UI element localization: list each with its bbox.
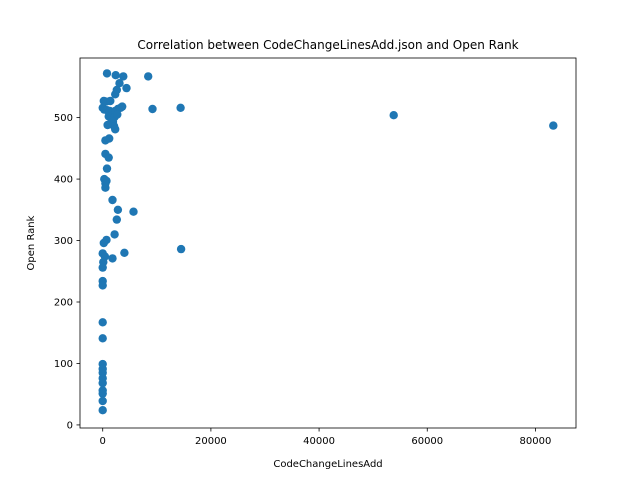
data-point-40 bbox=[101, 183, 110, 192]
data-point-28 bbox=[103, 120, 112, 130]
data-point-47 bbox=[99, 238, 109, 248]
data-point-2 bbox=[119, 72, 128, 81]
data-point-45 bbox=[110, 230, 119, 239]
data-point-67 bbox=[98, 406, 107, 415]
data-point-4 bbox=[115, 79, 124, 88]
data-point-25 bbox=[113, 110, 122, 119]
data-point-66 bbox=[98, 396, 107, 406]
data-point-19 bbox=[118, 102, 127, 111]
data-point-21 bbox=[176, 103, 185, 113]
data-point-0 bbox=[102, 69, 112, 78]
data-point-10 bbox=[106, 96, 115, 106]
plot-area-frame bbox=[79, 57, 577, 429]
x-tick-label-0: 0 bbox=[100, 436, 106, 447]
data-point-7 bbox=[111, 90, 120, 99]
data-point-63 bbox=[98, 378, 107, 388]
data-point-42 bbox=[113, 205, 123, 214]
y-axis-label: Open Rank bbox=[26, 215, 37, 270]
data-point-57 bbox=[98, 318, 107, 327]
y-tick-label-1: 100 bbox=[54, 359, 73, 370]
x-tick-label-4: 80000 bbox=[520, 436, 552, 447]
data-point-1 bbox=[111, 71, 120, 80]
data-point-48 bbox=[176, 244, 186, 254]
data-point-31 bbox=[549, 121, 558, 130]
data-point-41 bbox=[108, 195, 117, 205]
data-point-58 bbox=[98, 334, 107, 343]
y-axis: 0 100 200 300 400 500 bbox=[54, 113, 80, 431]
data-point-3 bbox=[144, 72, 153, 81]
y-tick-label-0: 0 bbox=[67, 420, 73, 431]
x-axis: 0 20000 40000 60000 80000 bbox=[100, 428, 552, 447]
data-point-44 bbox=[112, 215, 122, 224]
data-point-54 bbox=[98, 263, 107, 272]
x-tick-label-3: 60000 bbox=[411, 436, 443, 447]
data-point-65 bbox=[98, 389, 107, 398]
data-point-35 bbox=[104, 153, 113, 162]
x-tick-label-1: 20000 bbox=[195, 436, 227, 447]
data-point-56 bbox=[98, 281, 107, 290]
data-point-36 bbox=[102, 164, 112, 173]
points-layer bbox=[98, 69, 558, 415]
data-point-52 bbox=[108, 254, 117, 263]
data-point-20 bbox=[148, 104, 157, 114]
data-point-5 bbox=[122, 83, 131, 93]
data-point-43 bbox=[129, 207, 138, 216]
y-tick-label-4: 400 bbox=[54, 175, 73, 186]
x-axis-label: CodeChangeLinesAdd bbox=[273, 459, 382, 470]
data-point-33 bbox=[101, 136, 110, 145]
data-point-29 bbox=[111, 125, 120, 134]
y-tick-label-2: 200 bbox=[54, 298, 73, 309]
data-point-30 bbox=[389, 111, 398, 120]
x-tick-label-2: 40000 bbox=[303, 436, 335, 447]
y-tick-label-3: 300 bbox=[54, 236, 73, 247]
y-tick-label-5: 500 bbox=[54, 113, 73, 124]
data-point-49 bbox=[120, 248, 129, 257]
chart-title: Correlation between CodeChangeLinesAdd.j… bbox=[137, 38, 518, 52]
